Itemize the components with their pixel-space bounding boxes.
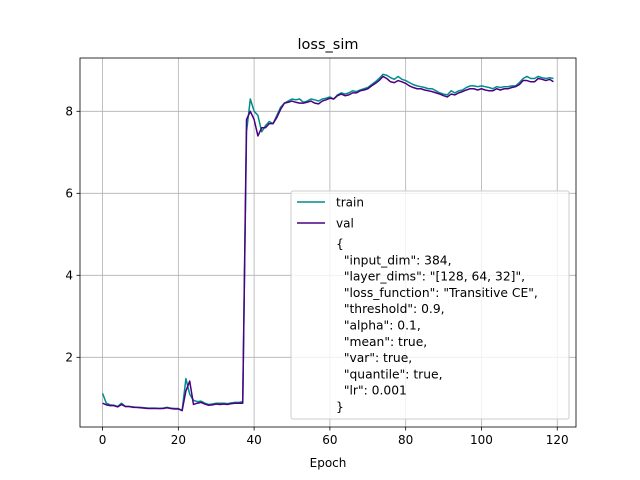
series-layer <box>101 73 554 412</box>
config-line: "threshold": 0.9, <box>336 302 445 316</box>
plot-area-frame <box>79 57 577 428</box>
legend-frame <box>290 190 570 420</box>
config-line: "loss_function": "Transitive CE", <box>336 286 538 300</box>
config-line: "layer_dims": "[128, 64, 32]", <box>336 270 525 284</box>
config-line: "lr": 0.001 <box>336 384 407 398</box>
x-tick-label: 80 <box>398 433 413 447</box>
series-line-val <box>102 75 554 412</box>
config-line: "input_dim": 384, <box>336 253 452 267</box>
y-tick-label: 6 <box>65 187 73 201</box>
x-tick-label: 100 <box>470 433 493 447</box>
x-tick-label: 0 <box>99 433 107 447</box>
config-line: } <box>336 400 344 414</box>
x-axis-label: Epoch <box>310 456 347 470</box>
axis-ticks: 0 20 40 60 80 100 120 2 4 6 8 <box>65 105 568 447</box>
x-tick-label: 20 <box>171 433 186 447</box>
config-line: "mean": true, <box>336 335 427 349</box>
config-line: "var": true, <box>336 351 412 365</box>
config-line: "alpha": 0.1, <box>336 319 421 333</box>
x-tick-label: 60 <box>322 433 337 447</box>
config-line: { <box>336 237 344 251</box>
y-tick-label: 2 <box>65 351 73 365</box>
y-tick-label: 8 <box>65 105 73 119</box>
x-tick-label: 40 <box>246 433 261 447</box>
legend-label-train: train <box>336 196 364 210</box>
x-tick-label: 120 <box>546 433 569 447</box>
config-text-block: { "input_dim": 384, "layer_dims": "[128,… <box>336 237 538 414</box>
legend-label-val: val <box>336 217 354 231</box>
config-line: "quantile": true, <box>336 367 442 381</box>
y-tick-label: 4 <box>65 269 73 283</box>
legend: train val { "input_dim": 384, "layer_dim… <box>290 190 570 420</box>
chart-title: loss_sim <box>298 37 359 53</box>
